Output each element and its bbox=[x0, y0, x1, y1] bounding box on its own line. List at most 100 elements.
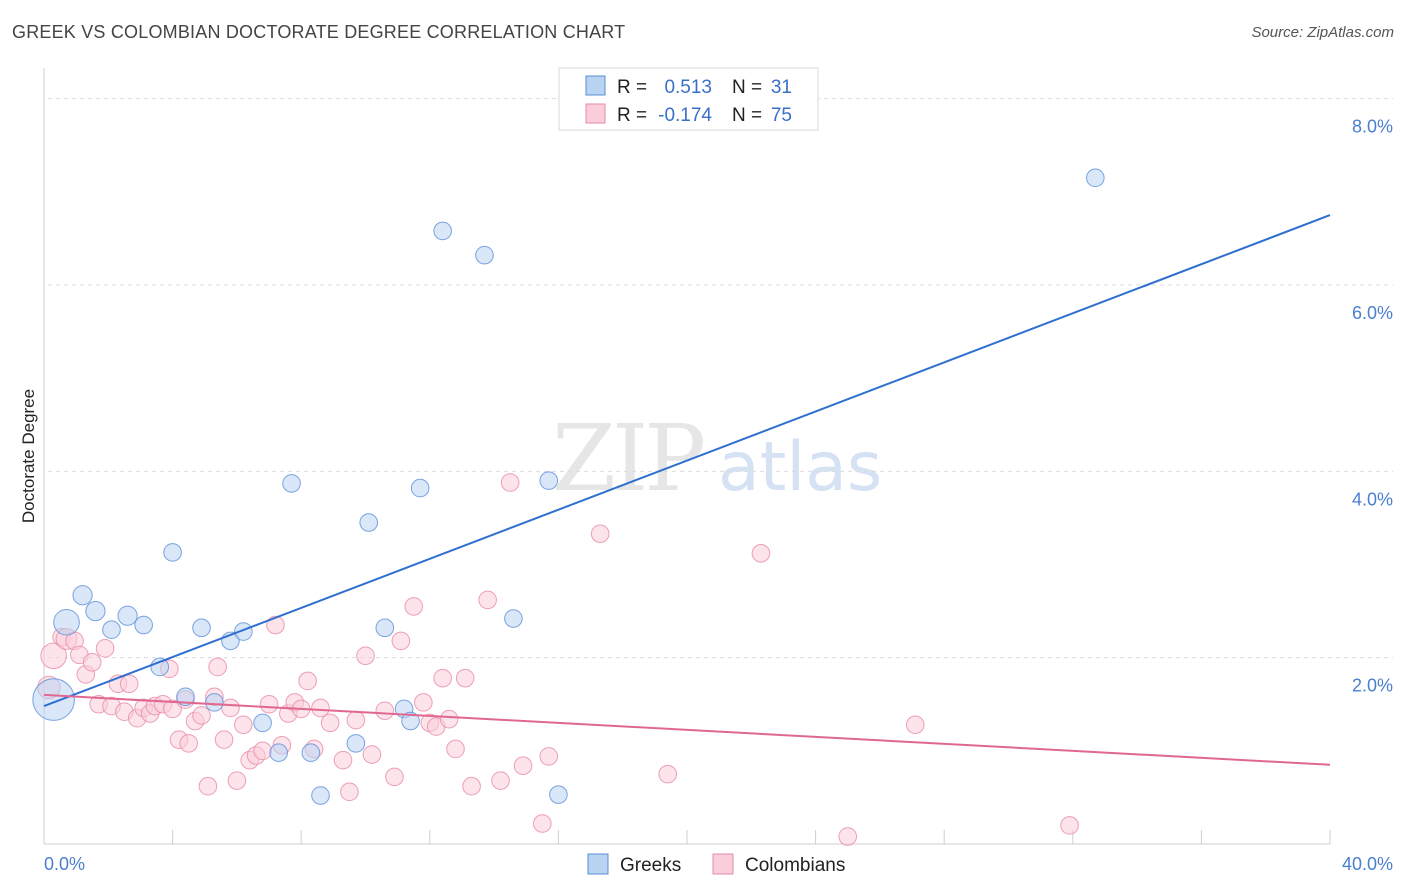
legend-r-value-colombians: -0.174 bbox=[658, 105, 712, 126]
point-colombians bbox=[320, 713, 340, 733]
point-greeks bbox=[53, 608, 80, 636]
legend-bottom-label-colombians: Colombians bbox=[745, 855, 845, 876]
point-greeks bbox=[346, 734, 366, 753]
point-greeks bbox=[234, 622, 253, 641]
y-tick-label-6: 6.0% bbox=[1352, 303, 1393, 323]
point-greeks bbox=[205, 693, 224, 712]
point-colombians bbox=[658, 764, 678, 784]
point-colombians bbox=[433, 668, 452, 688]
trend-line-colombians bbox=[43, 693, 1331, 766]
legend-top: R = 0.513 N = 31 R = -0.174 N = 75 bbox=[558, 67, 819, 131]
point-colombians bbox=[590, 524, 610, 544]
point-colombians bbox=[227, 771, 247, 790]
point-colombians bbox=[513, 756, 533, 776]
trend-lines bbox=[43, 214, 1331, 766]
point-greeks bbox=[150, 657, 170, 677]
legend-n-label-greeks: N = bbox=[732, 77, 762, 98]
y-tick-labels: 2.0% 4.0% 6.0% 8.0% bbox=[1352, 117, 1393, 696]
point-colombians bbox=[346, 710, 366, 730]
point-colombians bbox=[333, 750, 353, 770]
point-greeks bbox=[475, 245, 494, 265]
x-tick-marks bbox=[172, 830, 1331, 844]
point-colombians bbox=[1060, 816, 1079, 835]
gridlines bbox=[48, 98, 1393, 659]
legend-bottom-swatch-colombians bbox=[712, 853, 734, 875]
point-colombians bbox=[253, 741, 272, 761]
point-colombians bbox=[375, 701, 395, 721]
point-greeks bbox=[192, 618, 211, 638]
x-tick-label-max: 40.0% bbox=[1342, 854, 1393, 874]
point-greeks bbox=[504, 609, 523, 628]
point-colombians bbox=[163, 699, 182, 719]
point-greeks bbox=[1086, 168, 1105, 188]
point-colombians bbox=[40, 642, 67, 670]
y-tick-label-4: 4.0% bbox=[1352, 489, 1393, 509]
legend-n-label-colombians: N = bbox=[732, 105, 762, 126]
point-greeks bbox=[163, 543, 182, 562]
point-colombians bbox=[340, 782, 359, 802]
legend-bottom: Greeks Colombians bbox=[587, 853, 845, 876]
point-greeks bbox=[282, 474, 301, 493]
point-greeks bbox=[311, 786, 330, 805]
point-greeks bbox=[102, 620, 121, 640]
point-greeks bbox=[410, 478, 430, 498]
point-greeks bbox=[253, 713, 272, 733]
point-colombians bbox=[455, 668, 475, 688]
point-colombians bbox=[533, 814, 552, 833]
y-tick-label-2: 2.0% bbox=[1352, 676, 1393, 696]
point-colombians bbox=[179, 734, 198, 753]
point-colombians bbox=[259, 694, 279, 714]
legend-r-label-greeks: R = bbox=[617, 77, 647, 98]
point-greeks bbox=[375, 618, 395, 638]
point-colombians bbox=[221, 698, 240, 718]
watermark-atlas: atlas bbox=[718, 428, 882, 507]
point-colombians bbox=[391, 631, 411, 651]
point-greeks bbox=[433, 221, 452, 241]
legend-bottom-label-greeks: Greeks bbox=[620, 855, 681, 876]
point-greeks bbox=[269, 743, 288, 762]
point-colombians bbox=[356, 646, 375, 666]
point-colombians bbox=[414, 693, 433, 712]
point-colombians bbox=[95, 639, 115, 658]
point-colombians bbox=[539, 747, 559, 766]
y-axis-label: Doctorate Degree bbox=[19, 389, 38, 523]
point-colombians bbox=[234, 715, 253, 735]
point-greeks bbox=[401, 711, 420, 731]
series-greeks-points bbox=[32, 168, 1105, 805]
point-colombians bbox=[266, 615, 285, 635]
point-colombians bbox=[404, 597, 424, 616]
point-colombians bbox=[838, 827, 858, 846]
point-greeks bbox=[539, 471, 559, 490]
legend-r-value-greeks: 0.513 bbox=[664, 77, 712, 98]
legend-swatch-greeks bbox=[585, 75, 606, 96]
legend-bottom-swatch-greeks bbox=[587, 853, 609, 875]
point-greeks bbox=[549, 785, 568, 804]
point-greeks bbox=[72, 585, 93, 606]
point-colombians bbox=[311, 698, 330, 718]
point-colombians bbox=[208, 657, 227, 677]
point-greeks bbox=[117, 605, 138, 626]
point-colombians bbox=[198, 776, 218, 796]
source-credit: Source: ZipAtlas.com bbox=[1251, 24, 1394, 41]
point-colombians bbox=[905, 715, 925, 735]
point-greeks bbox=[176, 687, 195, 707]
legend-n-value-colombians: 75 bbox=[771, 105, 792, 126]
legend-r-label-colombians: R = bbox=[617, 105, 647, 126]
point-colombians bbox=[214, 730, 234, 749]
point-colombians bbox=[491, 771, 510, 790]
point-greeks bbox=[301, 743, 321, 762]
point-colombians bbox=[119, 674, 139, 694]
point-colombians bbox=[362, 745, 382, 764]
point-colombians bbox=[439, 709, 459, 729]
point-colombians bbox=[478, 590, 497, 610]
point-colombians bbox=[192, 706, 211, 725]
point-colombians bbox=[298, 671, 317, 691]
watermark: ZIP atlas bbox=[552, 405, 882, 512]
y-tick-label-8: 8.0% bbox=[1352, 117, 1393, 137]
trend-line-greeks bbox=[43, 214, 1331, 708]
point-colombians bbox=[446, 739, 465, 759]
legend-n-value-greeks: 31 bbox=[771, 77, 792, 98]
point-greeks bbox=[359, 513, 379, 532]
point-greeks bbox=[32, 678, 75, 721]
